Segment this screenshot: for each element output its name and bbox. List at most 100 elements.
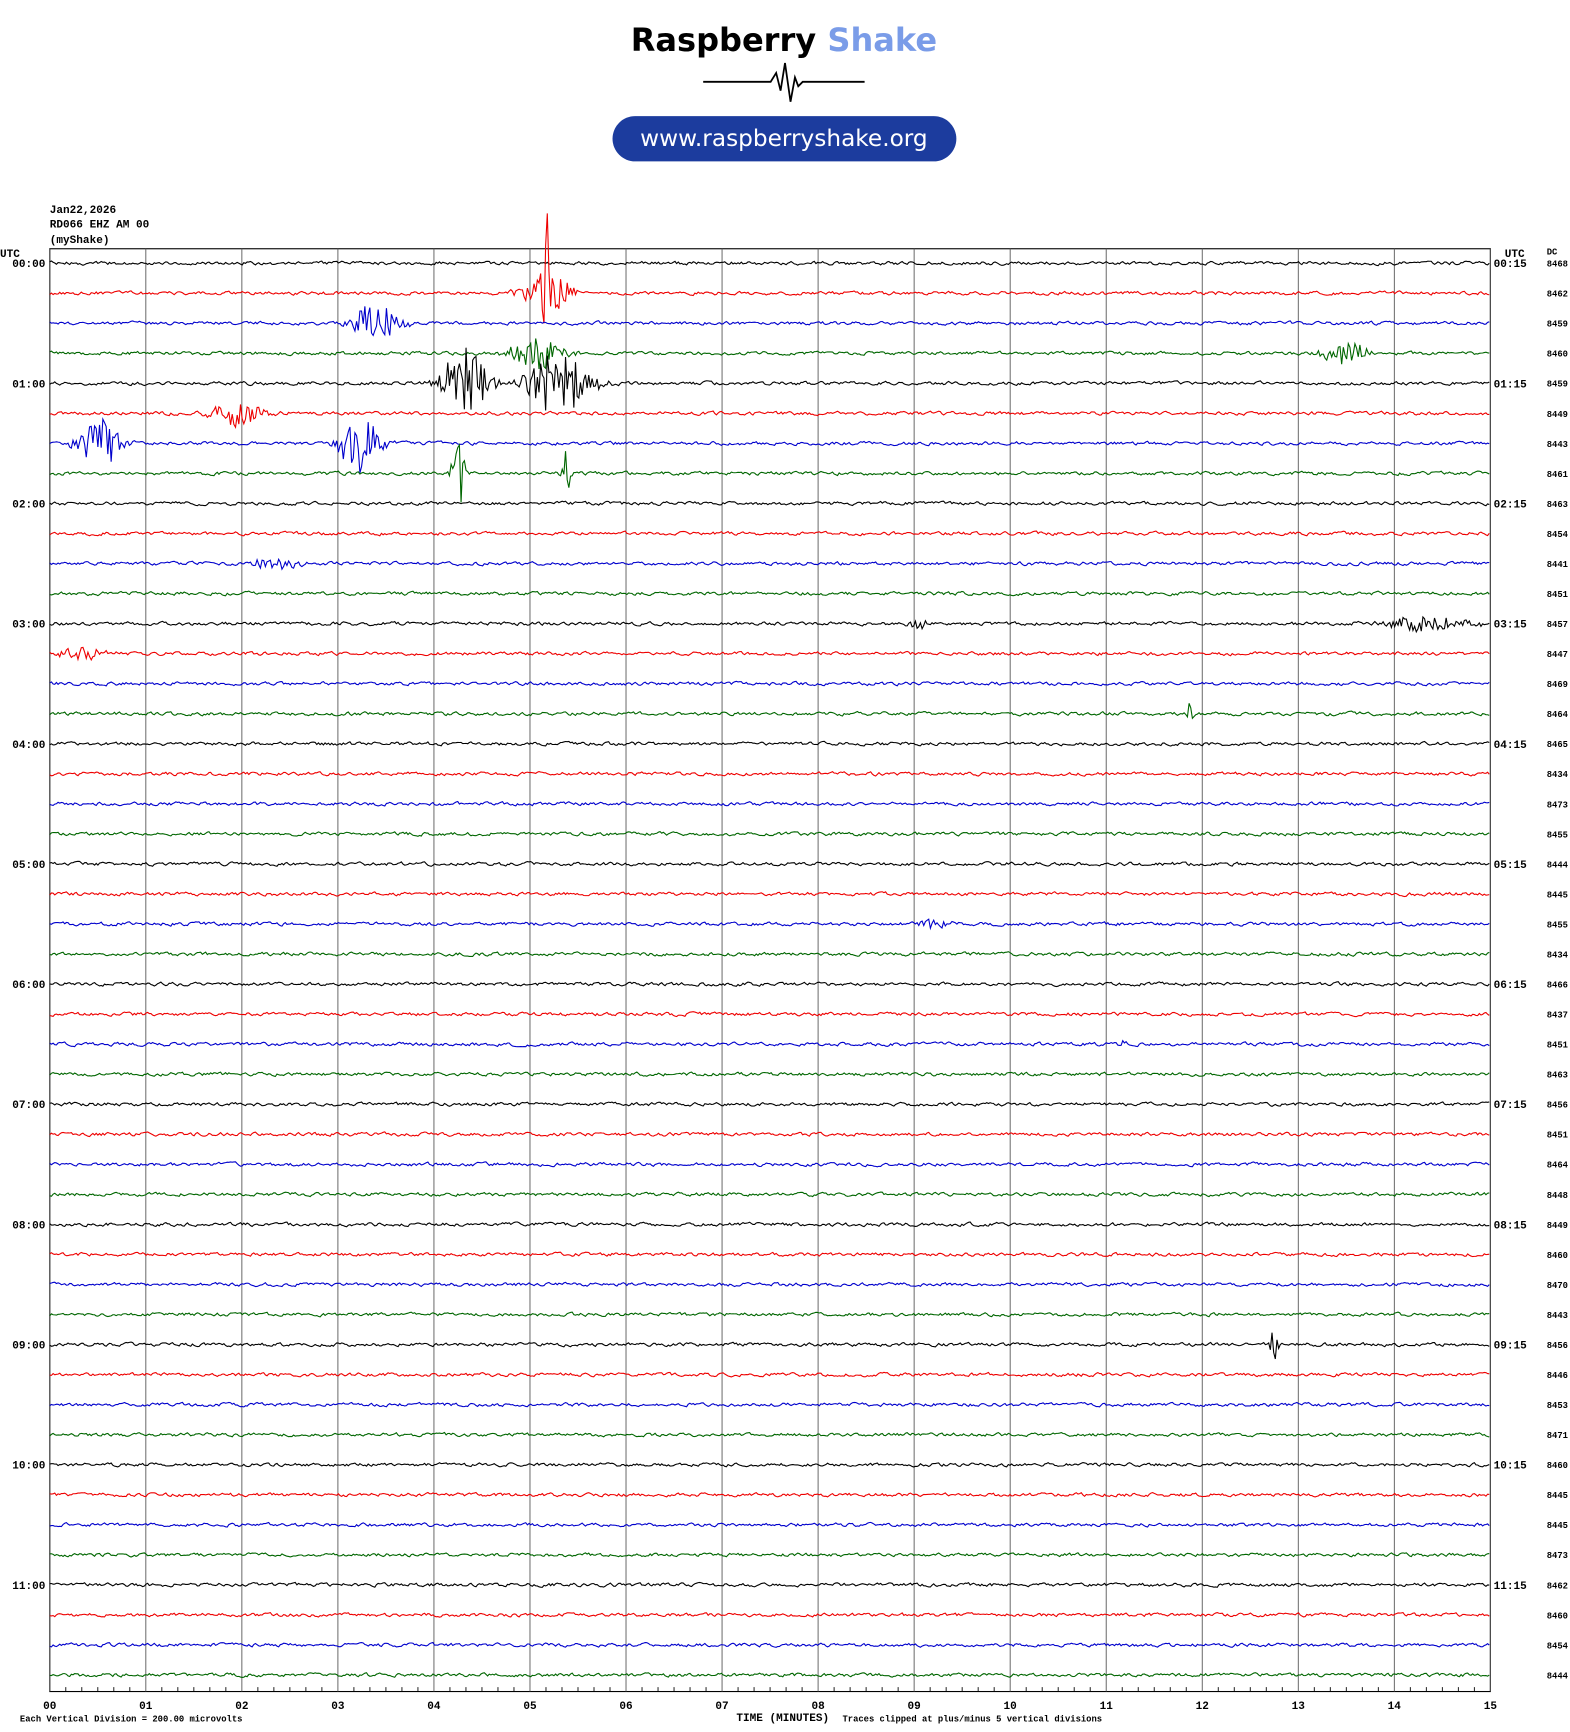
- info-line: (myShake): [50, 235, 110, 247]
- trace: [49, 1131, 1490, 1138]
- dc-value: 8459: [1547, 320, 1568, 330]
- trace: [49, 1431, 1490, 1438]
- trace: [49, 1552, 1490, 1558]
- trace: [49, 1311, 1490, 1318]
- trace: [49, 1039, 1490, 1048]
- right-time-label: 04:15: [1494, 740, 1528, 752]
- trace: [49, 981, 1490, 988]
- clip-note: Traces clipped at plus/minus 5 vertical …: [842, 1715, 1102, 1725]
- x-tick-label: 05: [523, 1701, 537, 1713]
- trace: [49, 1191, 1490, 1198]
- trace: [49, 1251, 1490, 1258]
- trace: [49, 1641, 1490, 1648]
- trace: [49, 1011, 1490, 1018]
- dc-value: 8462: [1547, 290, 1568, 300]
- brand-light: Shake: [827, 21, 937, 59]
- logo-wave: [703, 62, 865, 102]
- dc-value: 8464: [1547, 1161, 1569, 1171]
- dc-value: 8434: [1547, 950, 1569, 960]
- right-axis-title: UTC: [1505, 249, 1525, 261]
- trace: [49, 740, 1490, 747]
- trace: [49, 500, 1490, 507]
- left-time-label: 09:00: [12, 1341, 45, 1353]
- brand-dark: Raspberry: [631, 21, 817, 59]
- dc-value: 8455: [1547, 920, 1568, 930]
- trace: [49, 338, 1490, 370]
- trace: [49, 1332, 1490, 1360]
- left-time-label: 07:00: [12, 1100, 45, 1112]
- trace: [49, 347, 1490, 411]
- dc-value: 8445: [1547, 1491, 1568, 1501]
- dc-value: 8460: [1547, 1461, 1568, 1471]
- dc-value: 8451: [1547, 1131, 1568, 1141]
- trace: [49, 615, 1490, 634]
- trace: [49, 1161, 1490, 1168]
- x-tick-label: 06: [619, 1701, 633, 1713]
- dc-title: DC: [1547, 247, 1558, 257]
- x-tick-label: 01: [139, 1701, 153, 1713]
- right-time-label: 06:15: [1494, 980, 1528, 992]
- dc-value: 8448: [1547, 1191, 1568, 1201]
- dc-value: 8445: [1547, 1521, 1568, 1531]
- right-time-label: 02:15: [1494, 499, 1528, 511]
- x-tick-label: 00: [43, 1701, 56, 1713]
- right-time-label: 09:15: [1494, 1341, 1528, 1353]
- trace: [49, 404, 1490, 430]
- trace: [49, 557, 1490, 571]
- dc-value: 8463: [1547, 500, 1568, 510]
- x-tick-label: 02: [235, 1701, 248, 1713]
- dc-value: 8447: [1547, 650, 1568, 660]
- x-tick-label: 15: [1484, 1701, 1498, 1713]
- dc-value: 8462: [1547, 1581, 1568, 1591]
- left-time-label: 02:00: [12, 499, 45, 511]
- trace: [49, 1491, 1490, 1498]
- dc-value: 8463: [1547, 1071, 1568, 1081]
- info-line: RD066 EHZ AM 00: [50, 219, 149, 231]
- dc-value: 8451: [1547, 1041, 1568, 1051]
- dc-value: 8454: [1547, 530, 1569, 540]
- x-tick-label: 14: [1388, 1701, 1402, 1713]
- trace: [49, 1672, 1490, 1678]
- right-time-label: 03:15: [1494, 620, 1528, 632]
- trace: [49, 213, 1490, 324]
- trace: [49, 860, 1490, 867]
- dc-value: 8473: [1547, 800, 1568, 810]
- dc-value: 8473: [1547, 1551, 1568, 1561]
- scale-note: Each Vertical Division = 200.00 microvol…: [20, 1715, 243, 1725]
- dc-value: 8468: [1547, 260, 1568, 270]
- trace: [49, 1611, 1490, 1618]
- dc-value: 8470: [1547, 1281, 1568, 1291]
- trace: [49, 703, 1490, 720]
- info-line: Jan22,2026: [50, 205, 117, 217]
- dc-value: 8443: [1547, 440, 1568, 450]
- trace: [49, 1071, 1490, 1078]
- x-axis-title: TIME (MINUTES): [736, 1713, 829, 1725]
- trace: [49, 830, 1490, 837]
- dc-value: 8446: [1547, 1371, 1568, 1381]
- right-time-label: 07:15: [1494, 1100, 1528, 1112]
- dc-value: 8469: [1547, 680, 1568, 690]
- dc-value: 8456: [1547, 1101, 1568, 1111]
- dc-value: 8449: [1547, 410, 1568, 420]
- dc-value: 8460: [1547, 350, 1568, 360]
- dc-value: 8455: [1547, 830, 1568, 840]
- plot-frame: [49, 248, 1491, 1693]
- trace: [49, 1401, 1490, 1408]
- dc-value: 8444: [1547, 860, 1569, 870]
- dc-value: 8466: [1547, 980, 1568, 990]
- dc-value: 8457: [1547, 620, 1568, 630]
- dc-value: 8471: [1547, 1431, 1568, 1441]
- left-time-label: 08:00: [12, 1220, 45, 1232]
- left-time-label: 01:00: [12, 379, 45, 391]
- dc-value: 8434: [1547, 770, 1569, 780]
- url: www.raspberryshake.org: [640, 125, 928, 152]
- x-tick-label: 11: [1100, 1701, 1114, 1713]
- dc-value: 8454: [1547, 1641, 1569, 1651]
- dc-value: 8445: [1547, 890, 1568, 900]
- trace: [49, 1581, 1490, 1588]
- trace: [49, 1371, 1490, 1378]
- dc-value: 8464: [1547, 710, 1569, 720]
- trace: [49, 680, 1490, 687]
